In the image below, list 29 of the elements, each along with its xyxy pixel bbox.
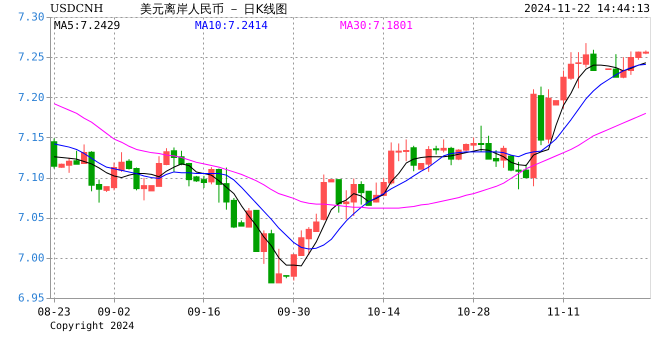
text: MA30:7.1801 bbox=[340, 19, 413, 32]
candlestick bbox=[590, 49, 597, 72]
x-tick-label: 09-16 bbox=[187, 306, 220, 318]
text: USDCNH bbox=[50, 2, 104, 15]
candlestick bbox=[440, 138, 447, 153]
y-tick-label: 7.15 bbox=[18, 130, 44, 144]
line-series bbox=[54, 103, 646, 209]
y-tick-label: 6.95 bbox=[18, 292, 44, 304]
text: MA10:7.2414 bbox=[195, 19, 268, 32]
text: 2024-11-22 14:44:13 bbox=[524, 2, 650, 15]
candlestick bbox=[73, 150, 80, 165]
candlestick bbox=[276, 248, 282, 284]
y-tick-label: 7.00 bbox=[18, 251, 44, 264]
y-tick-label: 7.10 bbox=[18, 171, 44, 184]
x-tick-label: 09-30 bbox=[277, 306, 310, 318]
text: MA5:7.2429 bbox=[54, 19, 120, 32]
candlestick bbox=[260, 230, 267, 264]
y-tick-label: 7.30 bbox=[18, 10, 44, 24]
x-tick-label: 10-28 bbox=[457, 306, 490, 318]
x-tick-label: 11-11 bbox=[546, 306, 580, 318]
y-tick-label: 7.05 bbox=[18, 211, 44, 224]
chart-title: 美元离岸人民币 － 日K线图 bbox=[140, 2, 288, 16]
x-tick-label: 08-23 bbox=[38, 306, 71, 318]
text: Copyright 2024 bbox=[50, 321, 134, 332]
y-tick-label: 7.20 bbox=[18, 90, 44, 104]
x-tick-label: 09-02 bbox=[97, 306, 131, 318]
y-tick-label: 7.25 bbox=[18, 50, 44, 64]
x-tick-label: 10-14 bbox=[367, 306, 401, 318]
candlestick bbox=[410, 145, 417, 172]
